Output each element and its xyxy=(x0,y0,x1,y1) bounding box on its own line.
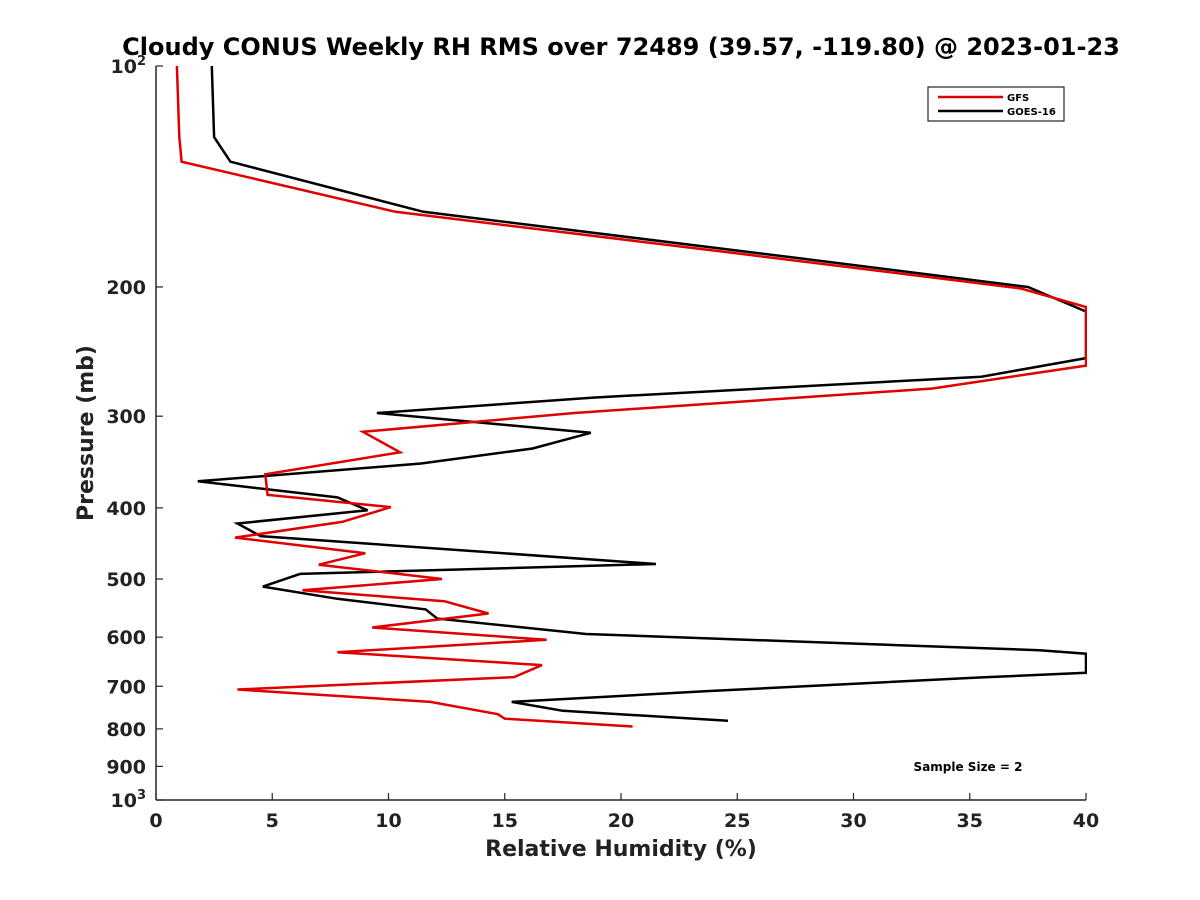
x-tick-label: 10 xyxy=(375,810,401,832)
x-axis-ticks: 0 5 10 15 20 25 30 35 40 xyxy=(149,793,1099,832)
x-tick-label: 25 xyxy=(724,810,750,832)
y-tick-label: 800 xyxy=(106,719,146,741)
x-tick-label: 0 xyxy=(149,810,162,832)
series-layer xyxy=(175,66,1087,728)
sample-size-annotation: Sample Size = 2 xyxy=(914,760,1023,774)
x-tick-label: 30 xyxy=(840,810,866,832)
y-tick-label-power: 103 xyxy=(111,788,147,812)
x-tick-label: 40 xyxy=(1073,810,1099,832)
y-tick-power-exponent: 3 xyxy=(137,788,146,803)
legend-label-goes-16: GOES-16 xyxy=(1007,107,1056,118)
plot-area xyxy=(155,66,1086,801)
x-tick-label: 20 xyxy=(608,810,634,832)
y-tick-label: 700 xyxy=(106,676,146,698)
chart-title: Cloudy CONUS Weekly RH RMS over 72489 (3… xyxy=(122,33,1120,61)
y-tick-label-power: 102 xyxy=(111,54,147,78)
y-tick-label: 200 xyxy=(106,277,146,299)
x-tick-label: 15 xyxy=(492,810,518,832)
x-tick-label: 35 xyxy=(957,810,983,832)
x-tick-label: 5 xyxy=(266,810,279,832)
y-tick-label: 900 xyxy=(106,756,146,778)
legend-box xyxy=(927,86,1065,122)
legend-label-gfs: GFS xyxy=(1007,93,1029,104)
y-tick-label: 600 xyxy=(106,627,146,649)
y-tick-power-base: 10 xyxy=(111,790,137,812)
y-tick-power-exponent: 2 xyxy=(137,54,146,69)
y-axis-label: Pressure (mb) xyxy=(74,345,99,521)
series-line-gfs xyxy=(175,66,1087,728)
y-tick-label: 500 xyxy=(106,569,146,591)
legend: GFS GOES-16 xyxy=(927,86,1065,122)
y-tick-label: 400 xyxy=(106,498,146,520)
x-axis-label: Relative Humidity (%) xyxy=(485,837,757,862)
y-tick-power-base: 10 xyxy=(111,56,137,78)
series-line-goes-16 xyxy=(197,66,1087,723)
y-tick-label: 300 xyxy=(106,406,146,428)
